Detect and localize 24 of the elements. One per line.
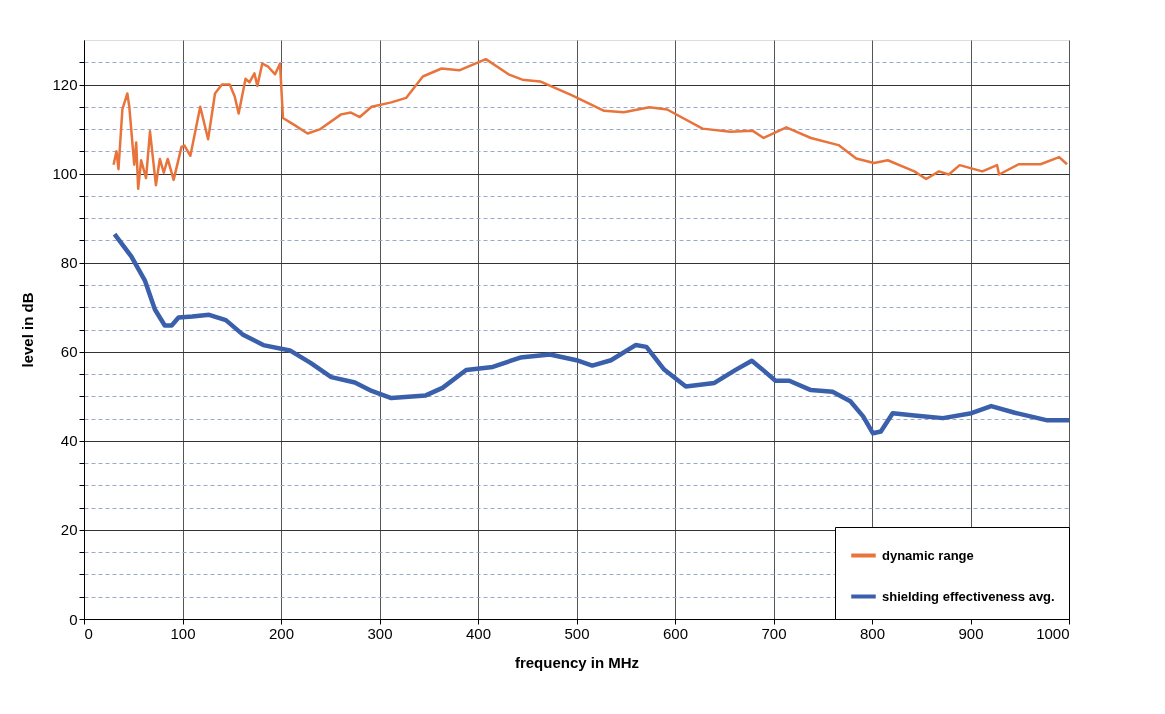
x-tick-label: 500 (564, 624, 590, 642)
x-tick-label: 400 (465, 624, 492, 642)
x-tick-label: 100 (170, 624, 196, 642)
x-tick-label: 300 (367, 624, 393, 642)
x-tick-label: 800 (859, 624, 886, 642)
line-series (112, 57, 1069, 191)
y-tick-label: 20 (60, 521, 78, 539)
y-tick-label: 120 (52, 76, 78, 94)
y-tick-label: 0 (69, 610, 78, 628)
y-tick-label: 80 (60, 254, 78, 272)
x-tick-label: 0 (84, 624, 93, 642)
line-series (112, 231, 1069, 436)
y-tick-label: 40 (60, 432, 78, 450)
x-tick-label: 700 (761, 624, 787, 642)
x-tick-label: 1000 (1036, 624, 1070, 642)
x-tick-label: 600 (662, 624, 689, 642)
x-tick-label: 900 (958, 624, 984, 642)
legend-label: shielding effectiveness avg. (882, 588, 1055, 604)
legend-label: dynamic range (882, 547, 974, 563)
x-axis-title: frequency in MHz (514, 653, 640, 671)
y-axis-title: level in dB (19, 292, 37, 368)
x-tick-label: 200 (268, 624, 295, 642)
y-tick-label: 60 (60, 343, 78, 361)
y-tick-label: 100 (52, 165, 78, 183)
